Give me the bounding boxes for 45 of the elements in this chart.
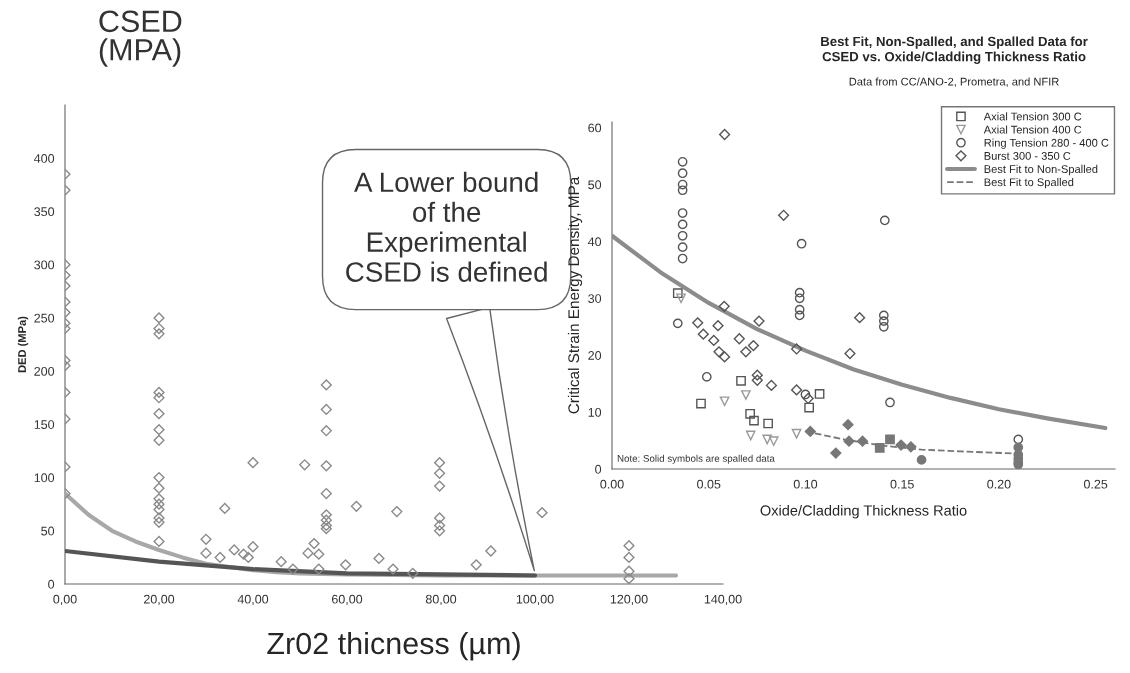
legend-label: Axial Tension 300 C — [983, 112, 1082, 121]
legend-label: Best Fit to Spalled — [984, 177, 1074, 189]
legend-label: Ring Tension 280 - 400 C — [984, 138, 1109, 149]
x-tick-label: 0.05 — [697, 479, 721, 489]
x-tick-label: 0.20 — [987, 479, 1011, 489]
y-tick-label: 50 — [588, 180, 602, 190]
x-tick-label: 0.15 — [890, 479, 914, 489]
y-tick-label: 150 — [34, 420, 55, 429]
y-tick-label: 10 — [588, 407, 602, 417]
y-tick-label: 40 — [587, 237, 602, 247]
y-tick-label: 350 — [34, 207, 55, 217]
x-tick-label: 0.10 — [793, 479, 818, 489]
text: CSED (MPA) — [99, 10, 182, 67]
y-tick-label: 300 — [34, 260, 55, 270]
y-tick-label: 100 — [34, 473, 55, 483]
annotation: Note: Solid symbols are spalled data — [617, 454, 775, 464]
x-tick-label: 120,00 — [610, 594, 648, 606]
chart-title: Best Fit, Non-Spalled, and Spalled Data for CSED vs. Oxide/Cladding Thickness Ratio — [821, 36, 1088, 64]
x-axis-title: Zr02 thicness (µm) — [267, 631, 520, 661]
legend-label: Best Fit to Non-Spalled — [984, 164, 1098, 176]
y-axis-title: Critical Strain Energy Density, MPa — [567, 176, 583, 414]
x-tick-label: 60,00 — [332, 594, 363, 606]
y-tick-label: 400 — [34, 154, 55, 163]
y-tick-label: 50 — [41, 526, 55, 536]
x-tick-label: 80,00 — [425, 594, 457, 606]
legend-label: Burst 300 - 350 C — [984, 151, 1071, 160]
x-axis-title: Oxide/Cladding Thickness Ratio — [760, 504, 967, 519]
annotation: A Lower bound of the Experimental CSED is defined — [346, 171, 547, 282]
y-tick-label: 20 — [588, 351, 602, 360]
x-tick-label: 0,00 — [53, 594, 77, 606]
x-tick-label: 0.00 — [600, 479, 624, 489]
chart-subtitle: Data from CC/ANO-2, Prometra, and NFIR — [849, 77, 1059, 87]
y-tick-label: 30 — [588, 294, 602, 303]
x-tick-label: 100,00 — [516, 594, 554, 606]
x-tick-label: 140,00 — [704, 594, 742, 606]
y-tick-label: 60 — [588, 123, 602, 133]
x-tick-label: 0.25 — [1083, 479, 1108, 489]
y-tick-label: 0 — [595, 464, 602, 474]
x-tick-label: 20,00 — [143, 594, 175, 606]
y-tick-label: 200 — [34, 366, 55, 376]
x-tick-label: 40,00 — [237, 594, 269, 606]
y-tick-label: 0 — [48, 579, 55, 589]
y-axis-title: DED (MPa) — [17, 316, 29, 373]
y-tick-label: 250 — [34, 313, 55, 323]
legend-label: Axial Tension 400 C — [983, 125, 1082, 134]
